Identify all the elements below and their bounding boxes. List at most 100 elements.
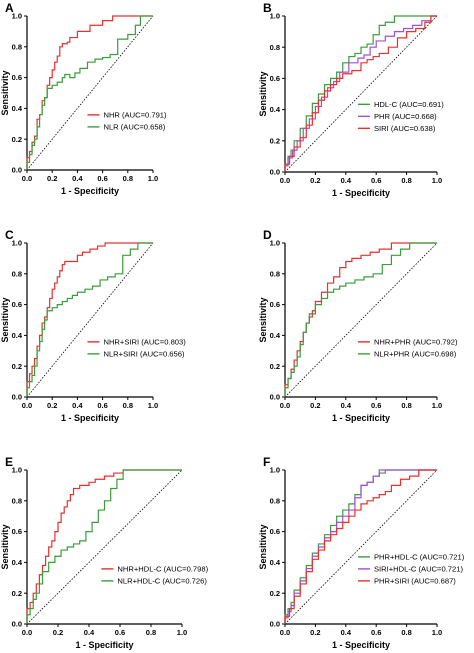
legend-entry: NHR+PHR (AUC=0.792) [374,338,458,347]
y-axis-label: Sensitivity [258,524,268,569]
panel-label: B [263,1,272,15]
y-tick-label: 1.0 [12,239,22,248]
legend-entry: NLR (AUC=0.658) [103,123,165,132]
x-tick-label: 0.6 [97,401,107,410]
y-tick-label: 0.8 [270,496,280,505]
x-tick-label: 0.4 [341,401,352,410]
y-tick-label: 0.8 [12,496,22,505]
roc-curve-2 [26,15,153,170]
x-tick-label: 1.0 [177,628,187,637]
y-tick-label: 1.0 [270,466,280,475]
y-tick-label: 0.0 [12,166,22,175]
x-tick-label: 1.0 [432,628,442,637]
x-tick-label: 0.6 [97,174,107,183]
y-tick-label: 0.4 [12,104,23,113]
reference-diagonal [26,15,154,171]
reference-diagonal [26,242,154,398]
x-tick-label: 0.4 [341,628,352,637]
x-tick-label: 0.2 [310,628,320,637]
y-tick-label: 0.2 [270,136,280,145]
panel-label: A [5,1,14,15]
reference-diagonal [284,242,438,398]
roc-panel-d: D 0.0 0.2 0.4 0.6 0.8 1.0 0.0 0.2 0.4 0.6 0.8 1.0 1 -… [258,228,458,423]
x-axis-label: 1 - Specificity [332,640,390,650]
y-axis-label: Sensitivity [0,297,10,342]
y-tick-label: 0.2 [12,135,22,144]
y-tick-label: 1.0 [12,466,22,475]
x-axis-label: 1 - Specificity [75,640,133,650]
legend-entry: PHR (AUC=0.668) [374,112,437,121]
x-axis-label: 1 - Specificity [61,413,119,423]
y-axis-label: Sensitivity [258,297,268,342]
x-tick-label: 0.6 [371,401,381,410]
x-axis-label: 1 - Specificity [332,188,390,198]
y-tick-label: 0.0 [270,620,280,629]
x-tick-label: 0.2 [47,174,57,183]
x-tick-label: 0.2 [310,176,320,185]
roc-panel-a: A 0.0 0.2 0.4 0.6 0.8 1.0 0.0 0.2 0.4 0.6 0.8 1.0 1 -… [0,1,167,196]
y-tick-label: 0.0 [270,393,280,402]
x-tick-label: 0.6 [371,176,381,185]
panel-label: E [5,455,13,469]
y-tick-label: 0.2 [12,362,22,371]
legend-entry: PHR+HDL-C (AUC=0.721) [374,553,465,562]
y-tick-label: 1.0 [270,239,280,248]
x-tick-label: 0.4 [72,401,83,410]
legend-entry: NHR+HDL-C (AUC=0.798) [117,565,208,574]
reference-diagonal [26,469,183,625]
panel-label: D [263,228,272,242]
y-tick-label: 0.4 [270,331,281,340]
roc-panel-b: B 0.0 0.2 0.4 0.6 0.8 1.0 0.0 0.2 0.4 0.6 0.8 1.0 1 -… [258,1,444,198]
legend-entry: PHR+SIRI (AUC=0.687) [374,577,456,586]
reference-diagonal [284,469,438,625]
legend-entry: SIRI+HDL-C (AUC=0.721) [374,565,464,574]
x-tick-label: 0.6 [115,628,125,637]
x-tick-label: 0.2 [47,401,57,410]
x-axis-label: 1 - Specificity [332,413,390,423]
x-tick-label: 0.0 [22,401,32,410]
y-tick-label: 1.0 [270,12,280,21]
legend-entry: SIRI (AUC=0.638) [374,124,436,133]
roc-curve-3 [284,469,437,624]
y-tick-label: 0.4 [270,558,281,567]
x-tick-label: 0.2 [310,401,320,410]
panel-label: C [5,228,14,242]
x-tick-label: 0.0 [280,176,290,185]
legend-entry: NHR (AUC=0.791) [103,111,167,120]
x-tick-label: 0.8 [401,401,411,410]
legend-entry: NHR+SIRI (AUC=0.803) [103,338,186,347]
reference-diagonal [284,15,438,173]
roc-panel-f: F 0.0 0.2 0.4 0.6 0.8 1.0 0.0 0.2 0.4 0.6 0.8 1.0 1 -… [258,455,465,650]
x-tick-label: 0.4 [84,628,95,637]
y-tick-label: 0.6 [270,527,280,536]
x-tick-label: 1.0 [148,174,158,183]
roc-curve-2 [284,15,437,172]
x-tick-label: 0.0 [280,628,290,637]
y-tick-label: 0.0 [12,393,22,402]
x-tick-label: 0.8 [146,628,156,637]
legend-entry: NLR+PHR (AUC=0.698) [374,350,457,359]
y-tick-label: 0.8 [270,269,280,278]
x-tick-label: 1.0 [432,401,442,410]
y-tick-label: 0.6 [270,300,280,309]
legend-entry: NLR+HDL-C (AUC=0.726) [117,577,207,586]
roc-curve-3 [284,15,437,172]
x-tick-label: 0.8 [401,176,411,185]
y-tick-label: 0.4 [270,105,281,114]
x-tick-label: 0.8 [401,628,411,637]
y-tick-label: 0.8 [12,269,22,278]
x-tick-label: 0.0 [280,401,290,410]
y-tick-label: 0.8 [270,43,280,52]
y-axis-label: Sensitivity [0,70,10,115]
x-axis-label: 1 - Specificity [61,186,119,196]
y-tick-label: 0.0 [270,168,280,177]
y-tick-label: 0.2 [270,589,280,598]
roc-panel-e: E 0.0 0.2 0.4 0.6 0.8 1.0 0.0 0.2 0.4 0.6 0.8 1.0 1 -… [0,455,209,650]
roc-curve-1 [26,242,153,397]
x-tick-label: 0.0 [22,174,32,183]
roc-curve-2 [284,242,437,397]
y-tick-label: 0.4 [12,331,23,340]
x-tick-label: 0.8 [123,401,133,410]
y-tick-label: 0.2 [12,589,22,598]
